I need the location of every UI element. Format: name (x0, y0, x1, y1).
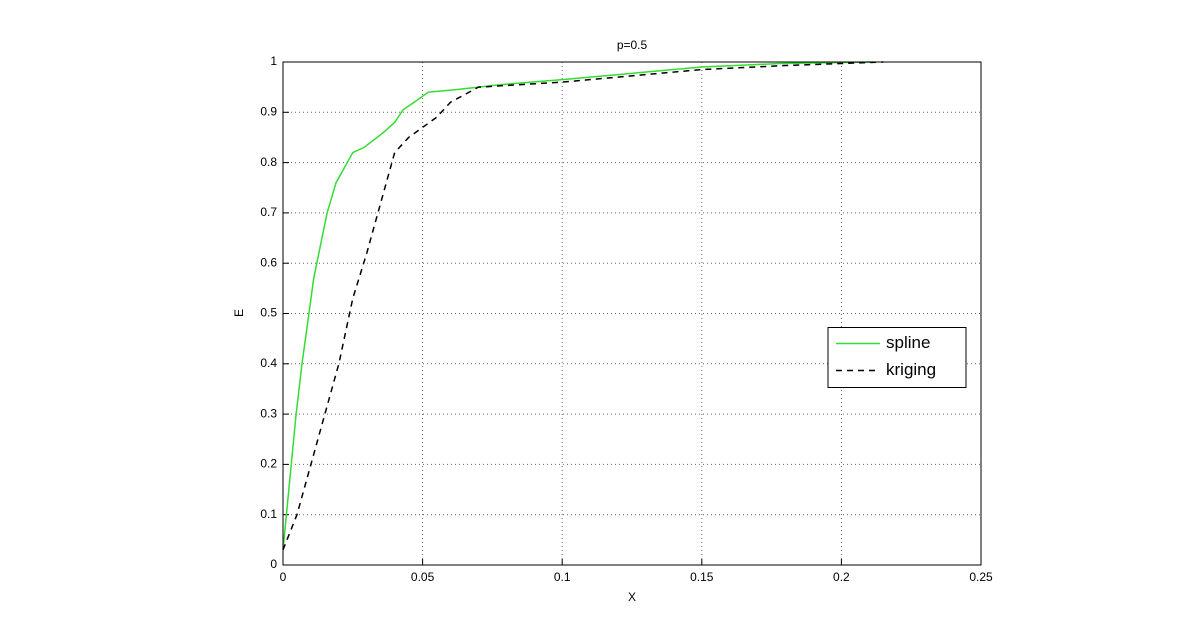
legend-box (827, 327, 967, 388)
y-tick-label: 0.4 (260, 356, 277, 370)
y-tick-label: 0.8 (260, 155, 277, 169)
y-tick-label: 0.6 (260, 255, 277, 269)
x-tick-label: 0.1 (554, 570, 571, 584)
x-tick-label: 0.25 (969, 570, 993, 584)
data-line (282, 61, 884, 551)
chart-title: p=0.5 (617, 38, 648, 52)
x-axis-label: X (628, 590, 636, 604)
plot-frame (282, 61, 982, 566)
y-tick-label: 0.9 (260, 104, 277, 118)
x-tick-label: 0.2 (833, 570, 850, 584)
y-tick-label: 0 (270, 557, 277, 571)
x-tick-label: 0.15 (690, 570, 714, 584)
y-tick-label: 0.1 (260, 507, 277, 521)
y-tick-label: 0.5 (260, 306, 277, 320)
legend-label: spline (886, 333, 930, 352)
y-tick-label: 0.7 (260, 205, 277, 219)
x-tick-label: 0.05 (411, 570, 435, 584)
x-tick-label: 0 (280, 570, 287, 584)
y-axis-label: E (232, 309, 246, 317)
y-tick-label: 1 (270, 54, 277, 68)
legend-label: kriging (886, 360, 936, 379)
data-line (282, 61, 875, 550)
y-tick-label: 0.2 (260, 457, 277, 471)
y-tick-label: 0.3 (260, 406, 277, 420)
